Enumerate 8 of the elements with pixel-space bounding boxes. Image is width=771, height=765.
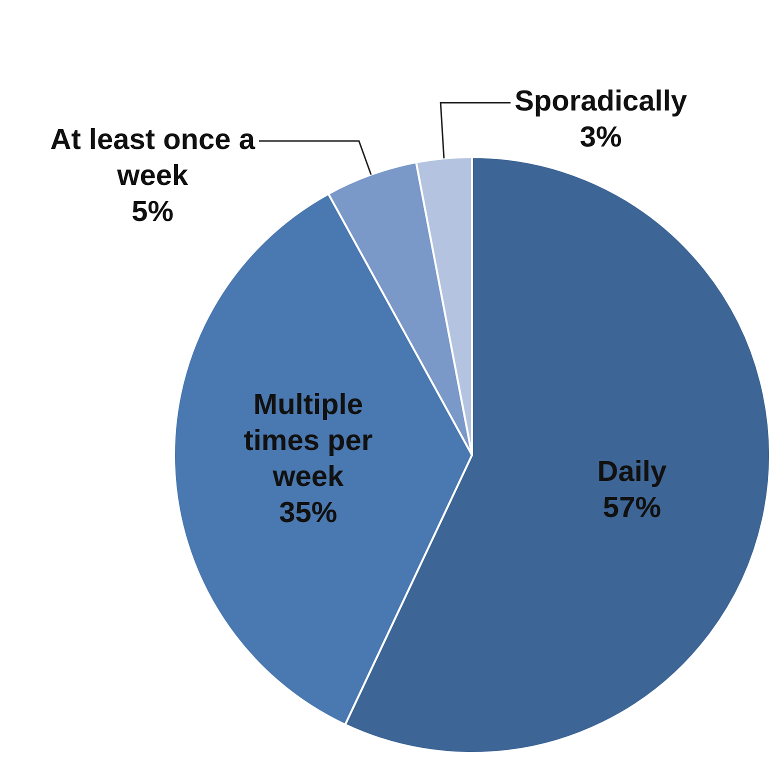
- data-label: 35%: [279, 497, 338, 530]
- slice-label: Daily: [597, 456, 667, 488]
- slice-label: At least once a week: [50, 124, 256, 192]
- data-label: 3%: [580, 122, 622, 154]
- slice-label: Sporadically: [514, 86, 688, 118]
- slice-label: Multiple times per week: [244, 389, 373, 494]
- data-label: 5%: [132, 196, 174, 228]
- data-label: 57%: [602, 492, 662, 524]
